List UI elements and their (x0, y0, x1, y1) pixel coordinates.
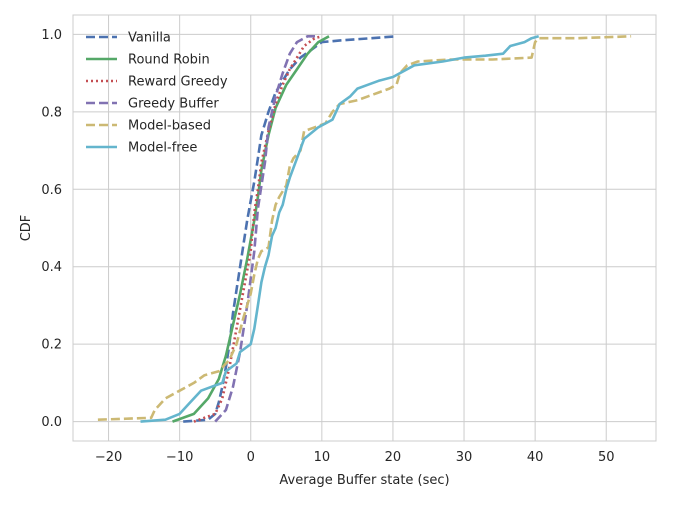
y-tick-label: 1.0 (41, 28, 62, 43)
y-tick-label: 0.4 (41, 260, 62, 275)
y-axis-label: CDF (19, 215, 34, 242)
x-tick-label: 0 (247, 450, 255, 465)
series-line-model-based (97, 35, 632, 421)
tick-labels: −20 −10 0 10 20 30 40 50 0.0 0.2 0.4 0.6 0.8 1.0 (41, 28, 614, 465)
series-lines (97, 35, 632, 423)
legend-label: Reward Greedy (128, 75, 228, 90)
x-tick-label: 50 (598, 450, 615, 465)
y-tick-label: 0.2 (41, 338, 62, 353)
x-axis-label: Average Buffer state (sec) (279, 473, 449, 488)
x-tick-label: −20 (95, 450, 122, 465)
legend-label: Model-free (128, 141, 197, 156)
legend: Vanilla Round Robin Reward Greedy Greedy Bu… (86, 31, 228, 156)
legend-label: Greedy Buffer (128, 97, 219, 112)
grid (73, 15, 656, 441)
series-line-round-robin (172, 35, 330, 423)
plot-frame (72, 14, 657, 442)
series-line-vanilla (183, 35, 397, 423)
y-tick-label: 0.8 (41, 105, 62, 120)
series-line-reward-greedy (193, 35, 323, 423)
legend-label: Round Robin (128, 53, 210, 68)
x-tick-label: 20 (385, 450, 402, 465)
y-tick-label: 0.6 (41, 183, 62, 198)
series-line-model-free (140, 35, 540, 423)
x-tick-label: 30 (456, 450, 473, 465)
series-line-greedy-buffer (214, 35, 319, 423)
legend-label: Model-based (128, 119, 211, 134)
y-tick-label: 0.0 (41, 415, 62, 430)
x-tick-label: 10 (314, 450, 331, 465)
x-tick-label: −10 (166, 450, 193, 465)
legend-label: Vanilla (128, 31, 171, 46)
x-tick-label: 40 (527, 450, 544, 465)
